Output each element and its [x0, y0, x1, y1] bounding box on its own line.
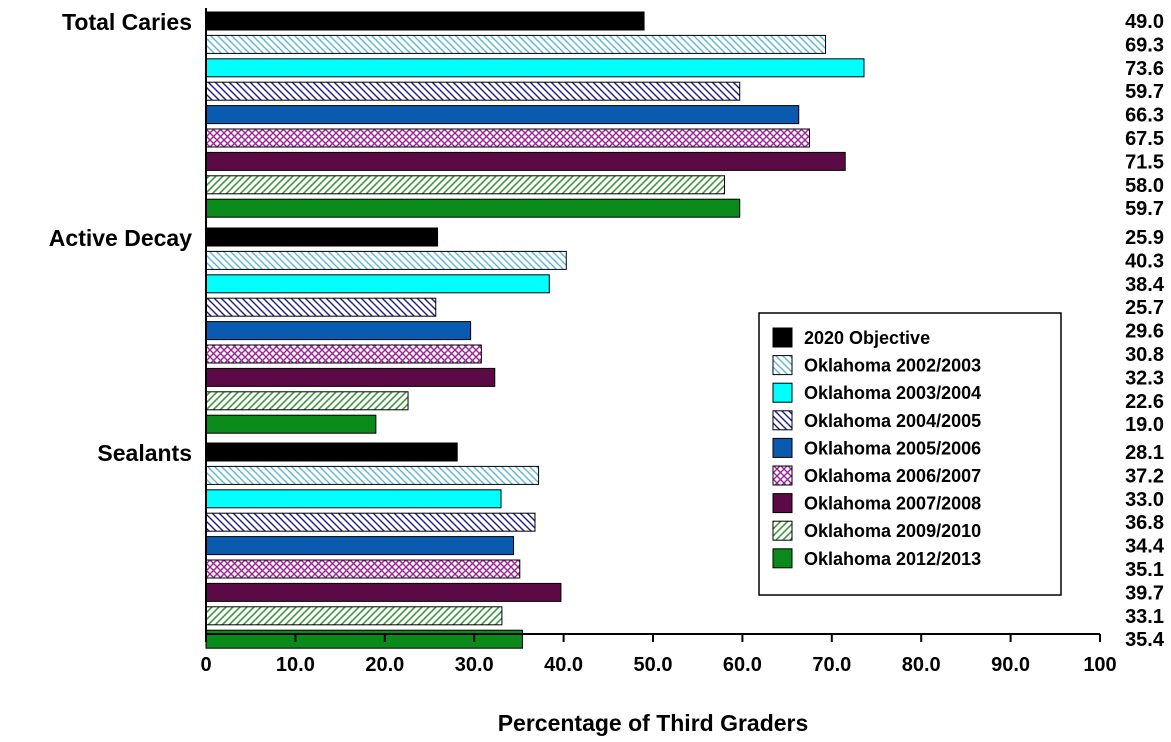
- legend-swatch-2: [772, 382, 793, 403]
- legend-label-5: Oklahoma 2006/2007: [804, 466, 981, 486]
- bar-active-decay-series-6: [205, 367, 496, 387]
- legend-frame: [758, 312, 1062, 596]
- legend-swatch-3: [772, 410, 793, 431]
- value-label-active-decay-series-1: 40.3: [1125, 250, 1164, 272]
- value-label-total-caries-series-5: 67.5: [1125, 128, 1164, 150]
- bar-sealants-series-5: [205, 559, 521, 579]
- category-labels-layer: Total Caries Active Decay Sealants: [49, 9, 192, 466]
- legend: 2020 Objective Oklahoma 2002/2003 Oklahoma…: [758, 312, 1062, 596]
- value-label-total-caries-series-4: 66.3: [1125, 105, 1164, 127]
- x-tick-label-3: 30.0: [455, 654, 494, 676]
- value-label-total-caries-series-3: 59.7: [1125, 81, 1164, 103]
- legend-label-6: Oklahoma 2007/2008: [804, 494, 981, 514]
- legend-label-1: Oklahoma 2002/2003: [804, 356, 981, 376]
- bar-total-caries-series-0: [205, 11, 645, 31]
- bar-total-caries-series-7: [205, 175, 726, 195]
- x-tick-label-4: 40.0: [544, 654, 583, 676]
- value-label-total-caries-series-6: 71.5: [1125, 151, 1164, 173]
- bar-active-decay-series-2: [205, 274, 550, 294]
- value-label-active-decay-series-0: 25.9: [1125, 227, 1164, 249]
- legend-label-4: Oklahoma 2005/2006: [804, 438, 981, 458]
- bar-sealants-series-2: [205, 489, 502, 509]
- bar-sealants-series-1: [205, 465, 540, 485]
- value-label-total-caries-series-1: 69.3: [1125, 34, 1164, 56]
- bar-active-decay-series-4: [205, 321, 472, 341]
- value-label-active-decay-series-5: 30.8: [1125, 344, 1164, 366]
- bar-total-caries-series-6: [205, 151, 846, 171]
- value-label-active-decay-series-2: 38.4: [1125, 274, 1165, 296]
- value-label-total-caries-series-0: 49.0: [1125, 11, 1164, 33]
- value-label-sealants-series-6: 39.7: [1125, 582, 1164, 604]
- x-tick-label-2: 20.0: [365, 654, 404, 676]
- legend-label-2: Oklahoma 2003/2004: [804, 383, 981, 403]
- value-label-sealants-series-5: 35.1: [1125, 559, 1164, 581]
- legend-label-8: Oklahoma 2012/2013: [804, 549, 981, 569]
- value-label-sealants-series-7: 33.1: [1125, 606, 1164, 628]
- bar-total-caries-series-1: [205, 34, 827, 54]
- bar-total-caries-series-8: [205, 198, 741, 218]
- value-label-active-decay-series-3: 25.7: [1125, 297, 1164, 319]
- legend-label-7: Oklahoma 2009/2010: [804, 521, 981, 541]
- value-label-total-caries-series-2: 73.6: [1125, 58, 1164, 80]
- x-tick-label-6: 60.0: [723, 654, 762, 676]
- legend-swatch-8: [772, 548, 793, 569]
- bar-active-decay-series-0: [205, 227, 439, 247]
- bar-active-decay-series-5: [205, 344, 482, 364]
- value-label-sealants-series-3: 36.8: [1125, 512, 1164, 534]
- legend-swatch-5: [772, 465, 793, 486]
- category-label-active-decay: Active Decay: [49, 225, 192, 251]
- bar-total-caries-series-3: [205, 81, 741, 101]
- bar-active-decay-series-1: [205, 250, 567, 270]
- value-label-active-decay-series-8: 19.0: [1125, 414, 1164, 436]
- value-labels-layer: 49.069.373.659.766.367.571.558.059.725.9…: [1125, 11, 1165, 651]
- bar-sealants-series-0: [205, 442, 458, 462]
- x-tick-label-10: 100: [1083, 654, 1116, 676]
- value-label-active-decay-series-6: 32.3: [1125, 367, 1164, 389]
- legend-label-3: Oklahoma 2004/2005: [804, 411, 981, 431]
- legend-swatch-0: [772, 327, 793, 348]
- legend-swatch-7: [772, 520, 793, 541]
- x-tick-label-8: 80.0: [902, 654, 941, 676]
- bar-sealants-series-4: [205, 536, 515, 556]
- bar-sealants-series-7: [205, 606, 503, 626]
- legend-swatch-6: [772, 493, 793, 514]
- value-label-sealants-series-4: 34.4: [1125, 536, 1165, 558]
- bar-active-decay-series-8: [205, 414, 377, 434]
- bar-active-decay-series-7: [205, 391, 409, 411]
- category-label-sealants: Sealants: [97, 440, 192, 466]
- bar-active-decay-series-3: [205, 297, 437, 317]
- value-label-total-caries-series-8: 59.7: [1125, 198, 1164, 220]
- bar-sealants-series-6: [205, 582, 562, 602]
- legend-swatch-4: [772, 437, 793, 458]
- bar-total-caries-series-5: [205, 128, 810, 148]
- value-label-sealants-series-1: 37.2: [1125, 465, 1164, 487]
- bar-sealants-series-3: [205, 512, 536, 532]
- value-label-sealants-series-0: 28.1: [1125, 442, 1164, 464]
- category-label-total-caries: Total Caries: [62, 9, 192, 35]
- x-tick-label-5: 50.0: [634, 654, 673, 676]
- value-label-active-decay-series-7: 22.6: [1125, 391, 1164, 413]
- bar-total-caries-series-4: [205, 105, 800, 125]
- x-tick-label-7: 70.0: [812, 654, 851, 676]
- legend-label-0: 2020 Objective: [804, 328, 930, 348]
- x-tick-label-0: 0: [200, 654, 211, 676]
- value-label-active-decay-series-4: 29.6: [1125, 321, 1164, 343]
- bar-total-caries-series-2: [205, 58, 865, 78]
- value-label-sealants-series-8: 35.4: [1125, 629, 1165, 651]
- value-label-sealants-series-2: 33.0: [1125, 489, 1164, 511]
- ticks-layer: 0 10.0 20.0 30.0 40.0 50.0 60.0 70.0 80.0 90.0 100: [200, 634, 1117, 676]
- x-axis-title: Percentage of Third Graders: [498, 710, 809, 736]
- legend-swatch-1: [772, 355, 793, 376]
- x-tick-label-1: 10.0: [276, 654, 315, 676]
- x-tick-label-9: 90.0: [991, 654, 1030, 676]
- value-label-total-caries-series-7: 58.0: [1125, 175, 1164, 197]
